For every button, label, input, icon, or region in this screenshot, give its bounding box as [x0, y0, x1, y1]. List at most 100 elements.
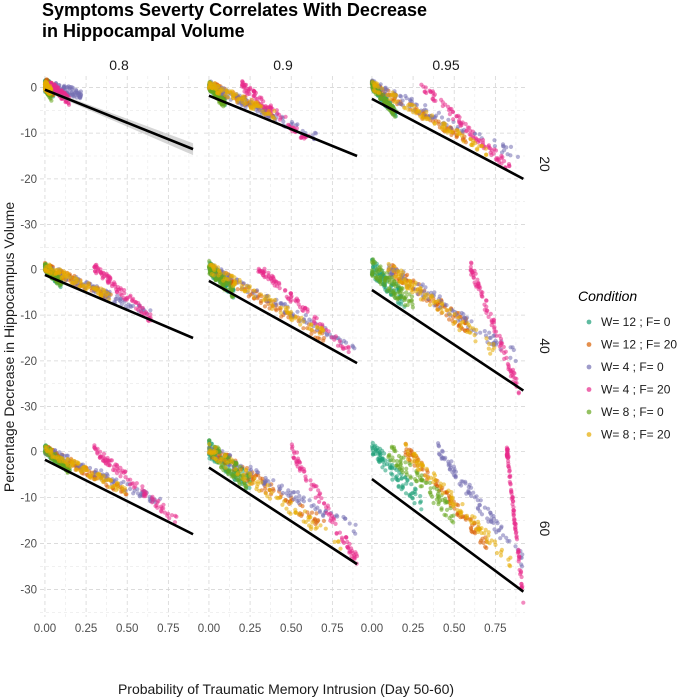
data-point [492, 138, 497, 143]
data-point [410, 290, 415, 295]
data-point [308, 526, 314, 532]
data-point [486, 533, 491, 538]
data-point [88, 473, 93, 478]
data-point [289, 295, 294, 300]
data-point [245, 92, 250, 97]
data-point [119, 302, 124, 307]
data-point [408, 98, 413, 104]
data-point [120, 487, 125, 492]
data-point [233, 467, 238, 472]
data-point [505, 447, 510, 452]
data-point [232, 281, 237, 287]
data-point [74, 467, 79, 472]
data-point [252, 288, 257, 293]
data-point [257, 488, 262, 493]
data-point [472, 268, 477, 273]
data-point [291, 455, 296, 460]
data-point [235, 472, 240, 477]
data-point [255, 109, 260, 114]
data-point [471, 275, 476, 280]
data-point [317, 331, 322, 336]
data-point [494, 333, 499, 338]
data-point [272, 297, 277, 303]
data-point [217, 91, 222, 96]
data-point [105, 457, 110, 463]
data-point [136, 301, 141, 306]
data-point [49, 450, 54, 455]
panel-points [42, 443, 179, 525]
data-point [521, 600, 526, 605]
data-point [270, 115, 275, 120]
data-point [464, 128, 469, 133]
data-point [413, 111, 419, 116]
data-point [476, 526, 481, 532]
data-point [374, 448, 379, 453]
data-point [243, 467, 249, 473]
panel-points [42, 260, 154, 324]
data-point [128, 486, 133, 492]
data-point [437, 495, 442, 500]
data-point [420, 282, 425, 287]
data-point [410, 496, 415, 501]
data-point [484, 545, 489, 551]
data-point [106, 280, 111, 286]
data-point [58, 90, 63, 95]
data-point [459, 133, 464, 138]
data-point [487, 341, 492, 346]
data-point [231, 473, 236, 479]
data-point [321, 518, 326, 524]
data-point [65, 463, 70, 468]
data-point [261, 273, 266, 278]
data-point [118, 474, 123, 479]
data-point [337, 339, 342, 344]
data-point [512, 521, 517, 526]
data-point [207, 438, 212, 443]
data-point [432, 485, 437, 490]
data-point [55, 454, 60, 459]
data-point [440, 301, 445, 306]
data-point [240, 99, 245, 105]
data-point [411, 452, 416, 457]
data-point [511, 510, 516, 515]
data-point [511, 505, 516, 510]
data-point [447, 467, 452, 472]
data-point [378, 278, 383, 283]
data-point [403, 93, 408, 99]
data-point [256, 266, 261, 271]
data-point [484, 537, 489, 542]
data-point [277, 280, 282, 286]
data-point [239, 287, 244, 292]
data-point [474, 137, 479, 142]
data-point [404, 481, 409, 486]
data-point [325, 503, 330, 508]
data-point [400, 98, 405, 103]
data-point [152, 497, 157, 502]
data-point [99, 293, 104, 298]
data-point [169, 513, 175, 518]
data-point [132, 299, 137, 304]
data-point [99, 478, 104, 483]
data-point [447, 317, 452, 322]
data-point [51, 272, 56, 277]
data-point [281, 119, 286, 124]
data-point [460, 502, 465, 507]
data-point [302, 509, 308, 514]
data-point [498, 536, 503, 541]
data-point [347, 550, 352, 555]
facet-row-label: 20 [537, 156, 553, 172]
data-point [498, 336, 504, 341]
data-point [213, 445, 218, 450]
data-point [477, 132, 482, 137]
data-point [268, 276, 273, 281]
data-point [48, 96, 53, 101]
data-point [402, 298, 407, 303]
data-point [376, 85, 381, 90]
data-point [270, 306, 275, 311]
data-point [394, 93, 399, 98]
data-point [514, 535, 519, 540]
data-point [123, 469, 128, 474]
data-point [381, 92, 386, 97]
data-point [490, 348, 495, 353]
data-point [479, 143, 484, 148]
data-point [396, 453, 402, 459]
